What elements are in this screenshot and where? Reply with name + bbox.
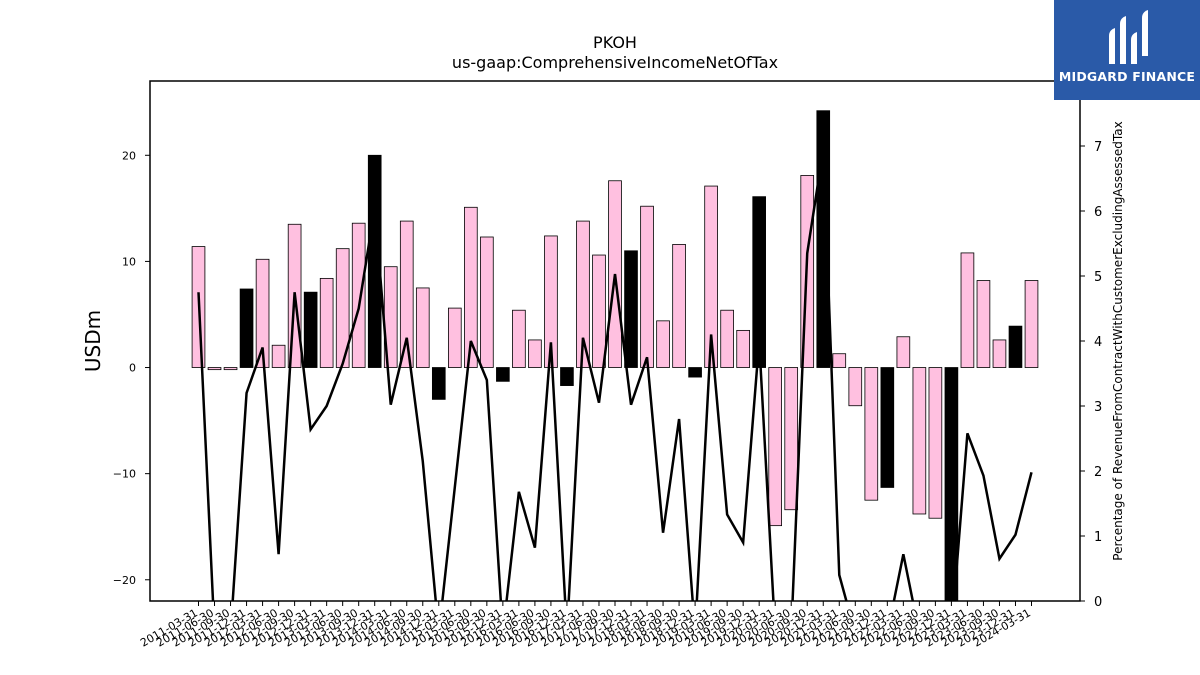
bar (335, 248, 350, 368)
bar (255, 258, 270, 368)
bar (592, 254, 606, 368)
y2-tick-label: 0 (1094, 595, 1102, 610)
y2-tick-label: 1 (1094, 530, 1102, 545)
bar (960, 252, 975, 368)
bar (752, 196, 766, 368)
bar (560, 367, 574, 386)
bar (319, 277, 334, 368)
bar (528, 339, 542, 368)
y2-tick-label: 6 (1094, 205, 1102, 220)
bar (880, 367, 895, 488)
y-tick-label: 20 (122, 149, 136, 162)
bar (223, 367, 238, 371)
y2-tick-label: 2 (1094, 465, 1102, 480)
y2-tick-label: 4 (1094, 335, 1102, 350)
bar (720, 309, 734, 368)
bar (976, 280, 991, 368)
y-tick-label: 10 (122, 255, 136, 268)
bar (864, 367, 879, 501)
bar (992, 339, 1007, 368)
bar (544, 235, 558, 368)
bar (431, 367, 446, 400)
bar (367, 154, 382, 368)
bar (239, 288, 254, 368)
bar (1008, 325, 1023, 368)
bar (784, 367, 799, 511)
bar (351, 222, 366, 368)
midgard-finance-logo: MIDGARD FINANCE (1054, 0, 1200, 100)
bar (640, 205, 654, 368)
bar (1024, 280, 1039, 368)
logo-mark-icon (1054, 0, 1200, 100)
y-tick-label: −20 (113, 574, 136, 587)
bar (656, 320, 670, 368)
bar (207, 367, 222, 371)
y2-tick-label: 5 (1094, 270, 1102, 285)
bar (512, 309, 526, 368)
bar (415, 287, 430, 368)
y-tick-label: 0 (129, 362, 136, 375)
chart-subtitle: us-gaap:ComprehensiveIncomeNetOfTax (452, 53, 778, 72)
bar (848, 367, 863, 407)
bar (688, 367, 702, 378)
bar (480, 236, 494, 368)
y2-axis-label: Percentage of RevenueFromContractWithCus… (1111, 121, 1125, 560)
series-line (197, 149, 1033, 601)
y-axis-label: USDm (81, 310, 105, 372)
bar (832, 353, 847, 368)
bar (271, 344, 286, 368)
bar (496, 367, 510, 382)
bar (896, 336, 911, 368)
y2-tick-label: 3 (1094, 400, 1102, 415)
bar (672, 244, 686, 368)
bar (928, 367, 943, 519)
logo-text: MIDGARD FINANCE (1058, 69, 1196, 84)
plot-area (191, 110, 1039, 601)
chart-title: PKOH (593, 33, 637, 52)
bar (399, 220, 414, 368)
y2-tick-label: 7 (1094, 140, 1102, 155)
bar (768, 367, 783, 527)
bar (912, 367, 927, 515)
bar (944, 367, 959, 601)
bar (736, 329, 750, 368)
bar (447, 307, 462, 368)
bar (624, 250, 638, 368)
y-tick-label: −10 (113, 468, 136, 481)
bar (303, 291, 318, 368)
bar (576, 220, 590, 368)
bar (464, 206, 478, 368)
bar (704, 185, 718, 368)
